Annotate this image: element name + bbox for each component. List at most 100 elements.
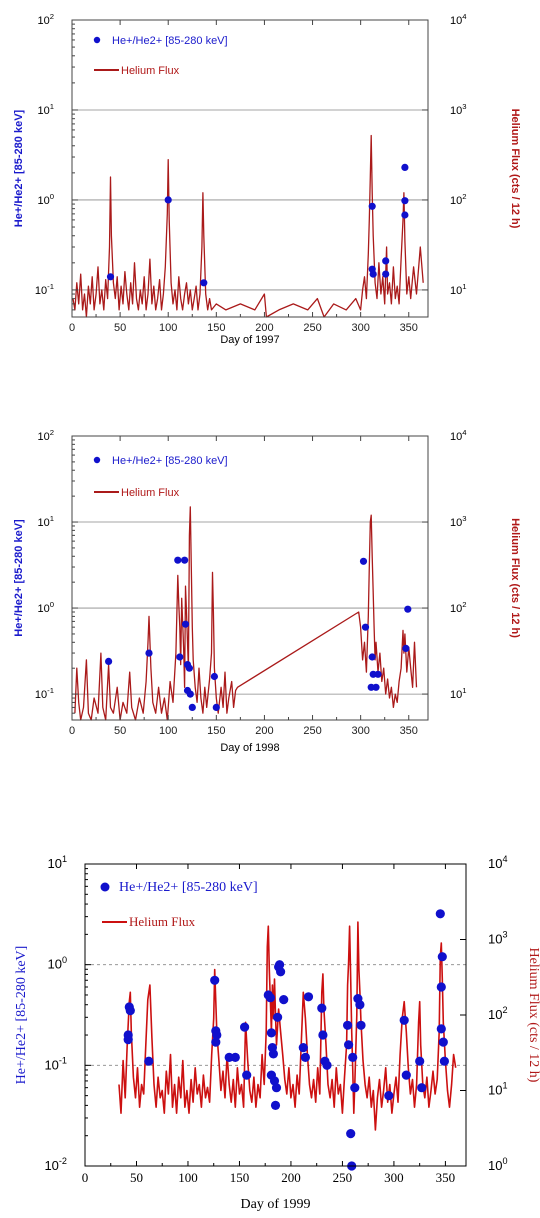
ratio-point (382, 257, 390, 265)
y-right-tick-label-base: 10 (450, 603, 462, 615)
y-left-tick-label-base: 10 (47, 957, 61, 972)
y-right-tick-label-base: 10 (450, 431, 462, 443)
ratio-point (230, 1052, 240, 1062)
y-right-tick-label: 104 (450, 12, 467, 27)
y-right-axis-label: Helium Flux (cts / 12 h) (526, 948, 540, 1083)
ratio-point (372, 683, 380, 691)
ratio-point (437, 952, 447, 962)
y-right-tick-label: 103 (488, 930, 508, 947)
y-right-tick-label-base: 10 (450, 195, 462, 207)
ratio-point (123, 1035, 133, 1045)
ratio-point (384, 1091, 394, 1101)
y-right-tick-label: 100 (488, 1156, 508, 1173)
x-tick-label: 300 (384, 1170, 404, 1185)
ratio-point (181, 556, 189, 564)
y-left-tick-label: 101 (37, 102, 54, 117)
ratio-point (438, 1037, 448, 1047)
y-left-tick-label-exp: 1 (50, 102, 54, 111)
y-right-tick-label: 101 (450, 686, 467, 701)
y-left-tick-label-base: 10 (47, 856, 61, 871)
ratio-point (210, 672, 218, 681)
ratio-point (270, 1100, 281, 1110)
x-tick-label: 250 (303, 322, 321, 334)
y-right-tick-label-exp: 3 (462, 102, 466, 111)
legend-marker-ratio (93, 456, 101, 464)
x-axis-label: Day of 1997 (220, 334, 279, 346)
x-tick-label: 50 (130, 1170, 143, 1185)
y-left-tick-label-base: 10 (44, 1057, 58, 1072)
ratio-point (266, 1028, 276, 1038)
y-left-tick-label-exp: 2 (50, 12, 54, 21)
y-right-tick-label: 102 (450, 192, 467, 207)
ratio-point (144, 1056, 154, 1066)
x-tick-label: 200 (255, 322, 273, 334)
legend-label-ratio: He+/He2+ [85-280 keV] (119, 880, 258, 895)
ratio-point (145, 649, 153, 657)
ratio-point (212, 1030, 222, 1040)
y-right-tick-label-base: 10 (488, 1083, 502, 1098)
y-left-tick-label-exp: 1 (50, 514, 54, 523)
y-right-tick-label-exp: 4 (462, 12, 467, 21)
y-left-tick-label-base: 10 (37, 15, 49, 27)
ratio-point (210, 975, 220, 985)
plot-frame (71, 19, 429, 318)
chart-panel-1: 0 50 100 150 200 250 300 35010-1100101102101102… (13, 12, 521, 346)
x-tick-label: 200 (255, 725, 273, 737)
x-axis-label: Day of 1998 (220, 742, 279, 754)
ratio-point (322, 1060, 332, 1070)
y-left-tick-label: 102 (37, 12, 54, 27)
ratio-point (404, 605, 412, 613)
ratio-point (402, 644, 410, 653)
ratio-point (300, 1052, 310, 1062)
y-left-tick-label: 100 (37, 192, 54, 207)
y-right-axis-label: Helium Flux (cts / 12 h) (509, 109, 521, 229)
legend-marker-ratio (93, 36, 101, 44)
ratio-point (417, 1083, 427, 1093)
ratio-point (303, 992, 314, 1002)
ratio-point (271, 1083, 282, 1093)
x-tick-label: 100 (178, 1170, 198, 1185)
y-right-tick-label-base: 10 (488, 932, 502, 947)
y-right-tick-label-exp: 1 (502, 1081, 507, 1091)
x-tick-label: 150 (207, 322, 225, 334)
y-left-tick-label: 101 (37, 514, 54, 529)
ratio-point (211, 1037, 221, 1047)
y-right-tick-label-exp: 4 (502, 854, 507, 864)
chart-panel-3: 0 50 100 150 200 250 300 35010-210-110010110010… (14, 854, 540, 1212)
helium-flux-line (118, 921, 457, 1131)
y-right-tick-label: 102 (450, 600, 467, 615)
ratio-point (401, 1070, 411, 1080)
ratio-point (212, 703, 220, 712)
y-left-tick-label-base: 10 (44, 1158, 58, 1173)
ratio-point (164, 196, 172, 204)
y-left-axis-label: He+/He2+ [85-280 keV] (13, 109, 25, 227)
y-left-tick-label-exp: 0 (62, 955, 67, 965)
ratio-point (125, 1006, 135, 1016)
y-right-tick-label-base: 10 (450, 285, 462, 297)
y-right-tick-label: 101 (488, 1081, 508, 1098)
helium-flux-line (72, 134, 424, 318)
legend-marker-ratio (100, 882, 110, 892)
y-left-tick-label-exp: -2 (59, 1156, 67, 1166)
legend-label-flux: Helium Flux (129, 914, 196, 929)
y-left-tick-label-base: 10 (37, 517, 49, 529)
y-left-tick-label-exp: 0 (50, 600, 54, 609)
y-left-tick-label: 10-1 (44, 1055, 67, 1072)
x-tick-label: 200 (281, 1170, 301, 1185)
ratio-point (181, 620, 190, 628)
legend-label-flux: Helium Flux (121, 487, 180, 499)
y-right-tick-label-base: 10 (488, 1158, 502, 1173)
legend-label-ratio: He+/He2+ [85-280 keV] (112, 455, 228, 467)
y-left-tick-label-exp: 2 (50, 428, 54, 437)
ratio-point (188, 703, 196, 712)
helium-flux-line (74, 506, 418, 721)
ratio-point (401, 211, 409, 219)
ratio-point (265, 993, 275, 1003)
ratio-point (298, 1043, 308, 1053)
y-left-tick-label-base: 10 (37, 431, 49, 443)
y-left-tick-label-exp: -1 (47, 282, 54, 291)
ratio-point (240, 1022, 250, 1032)
y-left-tick-label: 100 (47, 955, 67, 972)
x-tick-label: 150 (230, 1170, 250, 1185)
y-right-tick-label-exp: 3 (462, 514, 466, 523)
